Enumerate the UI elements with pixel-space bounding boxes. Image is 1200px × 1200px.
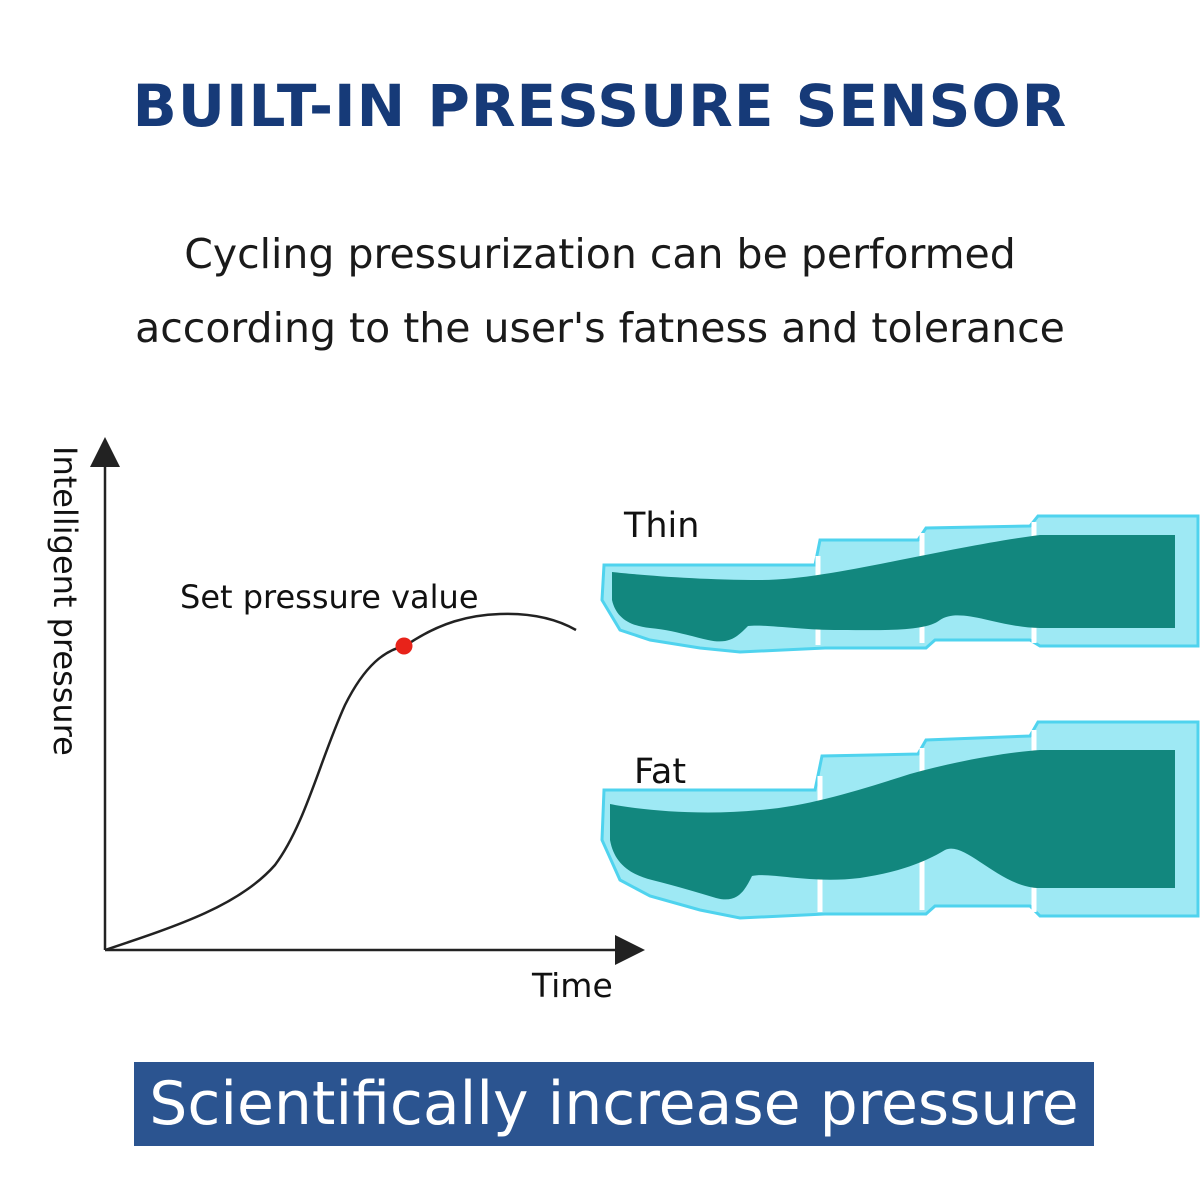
banner-text: Scientifically increase pressure	[149, 1069, 1079, 1139]
set-pressure-label: Set pressure value	[180, 578, 479, 616]
thin-label: Thin	[624, 506, 700, 546]
fat-leg	[610, 750, 1175, 900]
set-pressure-point	[395, 637, 413, 655]
thin-leg	[612, 535, 1175, 642]
thin-leg-illustration	[600, 514, 1200, 654]
page-title: BUILT-IN PRESSURE SENSOR	[132, 72, 1068, 140]
fat-label: Fat	[634, 752, 687, 792]
y-axis-label: Intelligent pressure	[46, 446, 84, 756]
subtitle-line-1: Cycling pressurization can be performed	[184, 230, 1016, 278]
subtitle-line-2: according to the user's fatness and tole…	[135, 304, 1065, 352]
fat-leg-illustration	[600, 720, 1200, 920]
pressure-curve	[104, 612, 577, 952]
x-axis-label: Time	[532, 966, 613, 1005]
bottom-banner: Scientifically increase pressure	[134, 1062, 1094, 1146]
